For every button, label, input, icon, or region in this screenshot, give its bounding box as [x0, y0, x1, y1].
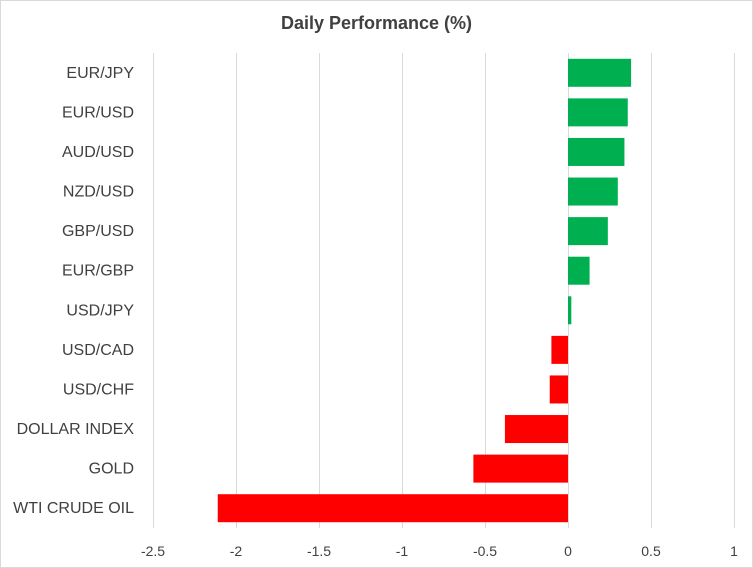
x-tick-label: 1 [730, 543, 738, 559]
x-axis-tick-labels: -2.5 -2 -1.5 -1 -0.5 0 0.5 1 [141, 543, 738, 559]
x-tick-label: 0.5 [641, 543, 661, 559]
category-label: USD/JPY [66, 302, 134, 319]
x-tick-label: -2 [230, 543, 243, 559]
chart-title: Daily Performance (%) [280, 13, 473, 33]
bar [568, 256, 590, 285]
x-tick-label: -1 [396, 543, 409, 559]
category-label: WTI CRUDE OIL [13, 500, 134, 517]
bar [504, 415, 568, 444]
bar [568, 296, 572, 325]
category-label: EUR/JPY [66, 65, 134, 82]
category-label: USD/CAD [62, 342, 134, 359]
category-label: GOLD [89, 461, 134, 478]
bar [549, 375, 568, 404]
bar-layer [217, 58, 632, 523]
grid-layer [153, 53, 735, 528]
x-tick-label: -0.5 [473, 543, 497, 559]
bar [551, 335, 568, 364]
bar [568, 217, 608, 246]
category-label: NZD/USD [63, 184, 134, 201]
bar [568, 137, 625, 166]
category-label: AUD/USD [62, 144, 134, 161]
x-tick-label: -1.5 [307, 543, 331, 559]
x-tick-label: 0 [564, 543, 572, 559]
x-tick-label: -2.5 [141, 543, 165, 559]
bar [568, 177, 618, 206]
category-label: GBP/USD [62, 223, 134, 240]
category-labels: EUR/JPY EUR/USD AUD/USD NZD/USD GBP/USD EUR/G… [13, 65, 134, 517]
category-label: EUR/USD [62, 104, 134, 121]
category-label: EUR/GBP [62, 263, 134, 280]
category-label: DOLLAR INDEX [17, 421, 135, 438]
bar [568, 98, 628, 127]
bar [217, 494, 569, 523]
bar [568, 58, 632, 87]
bar [473, 454, 568, 483]
category-label: USD/CHF [63, 381, 134, 398]
